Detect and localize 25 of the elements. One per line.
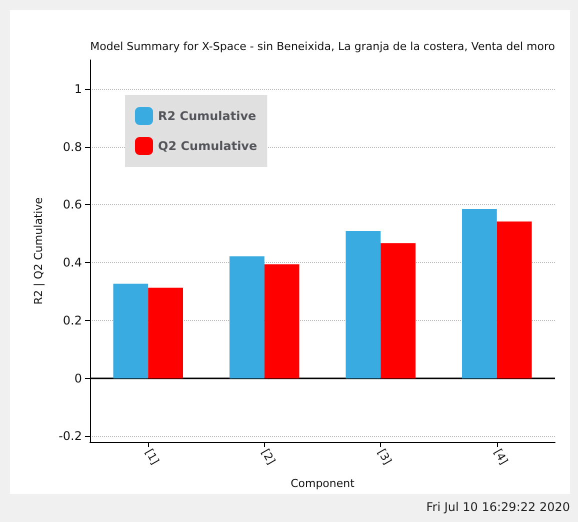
x-tick-label: [1] [142,446,162,467]
bar [230,256,264,378]
bar [264,264,300,378]
y-tick-label: 0 [74,371,82,386]
y-tick-label: 0.4 [62,256,82,270]
bar [346,231,381,378]
y-tick-label: -0.2 [58,429,82,444]
x-tick-label: [3] [374,446,394,467]
chart-title: Model Summary for X-Space - sin Beneixida, La granja de la costera, Venta del moro [90,40,556,53]
legend-label: R2 Cumulative [158,109,256,123]
x-axis-title: Component [290,477,356,490]
x-tick-label: [2] [258,446,278,467]
y-tick-label: 0.8 [62,140,82,154]
bar [148,288,183,378]
bar [113,284,148,378]
y-tick-label: 0.2 [62,313,82,328]
y-tick-label: 0.6 [62,198,82,212]
y-tick-label: 1 [74,82,82,96]
text: Fri Jul 10 16:29:22 2020 [426,500,570,514]
bar [496,221,532,378]
bar [462,209,497,378]
y-axis-title: R2 | Q2 Cumulative [32,197,45,305]
x-tick-label: [4] [491,446,510,467]
bar [380,243,416,378]
legend-label: Q2 Cumulative [158,139,258,153]
